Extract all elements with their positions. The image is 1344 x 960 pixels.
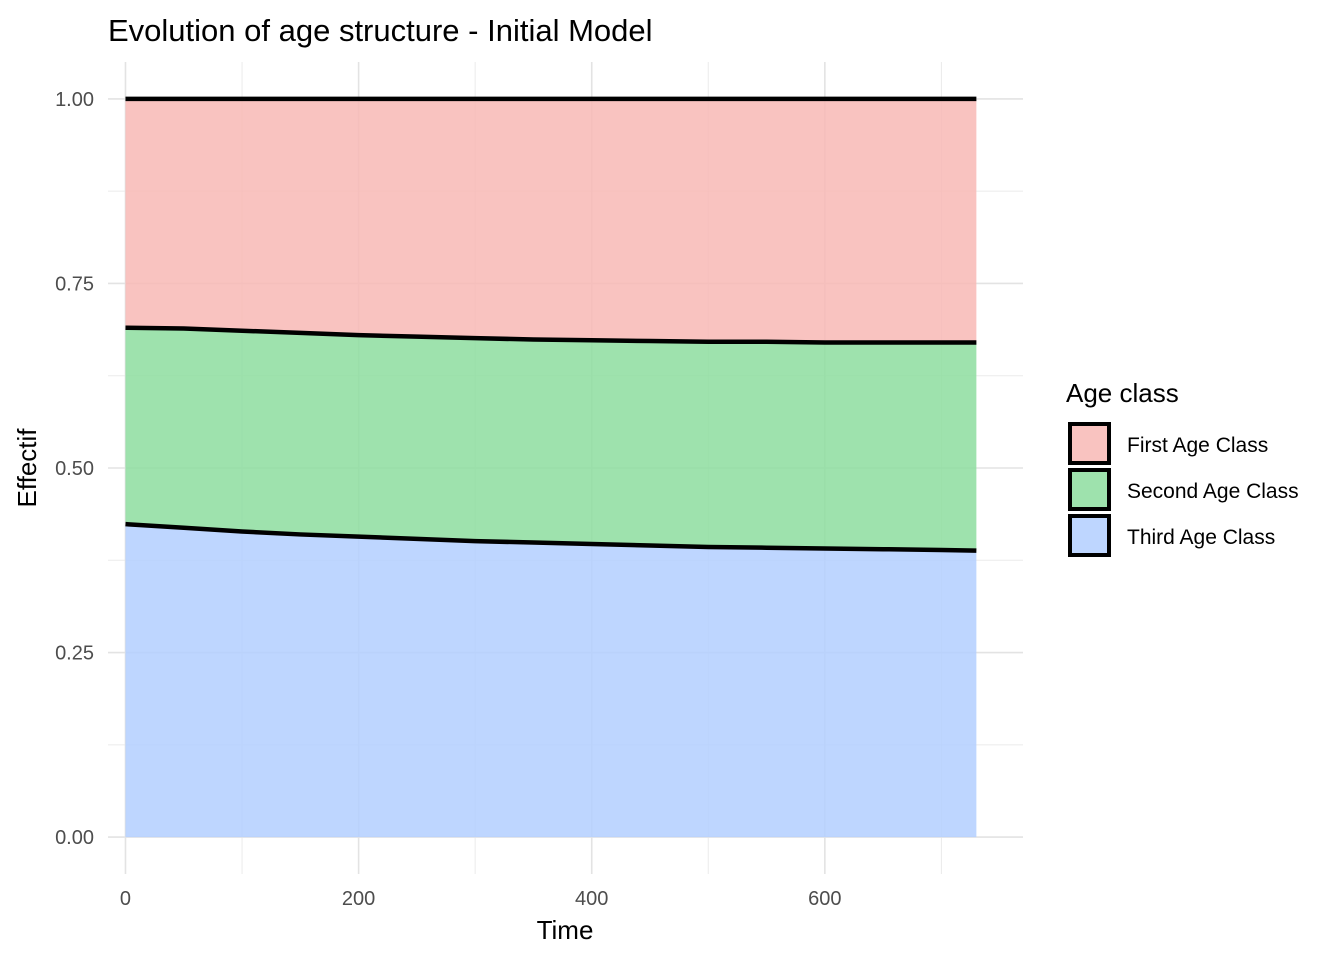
area-first-age-class: [125, 98, 977, 343]
y-tick-label-3: 0.75: [55, 273, 94, 295]
area-second-age-class: [125, 327, 977, 551]
chart-title: Evolution of age structure - Initial Mod…: [108, 13, 653, 48]
y-tick-label-0: 0.00: [55, 827, 94, 849]
legend-label-third-age-class: Third Age Class: [1127, 526, 1275, 549]
y-axis-title: Effectif: [12, 428, 42, 508]
legend-items: First Age Class Second Age Class Third Age…: [1068, 422, 1299, 557]
plot-area: [108, 62, 1023, 874]
x-tick-label-2: 400: [575, 888, 608, 910]
legend-swatch-third-age-class: [1068, 514, 1111, 557]
boundary-line-second-age-class: [125, 325, 977, 345]
y-tick-label-2: 0.50: [55, 458, 94, 480]
legend-item-first-age-class: First Age Class: [1068, 422, 1268, 465]
y-tick-label-4: 1.00: [55, 89, 94, 111]
legend-swatch-first-age-class: [1068, 422, 1111, 465]
legend-item-second-age-class: Second Age Class: [1068, 468, 1299, 511]
x-tick-label-0: 0: [120, 888, 131, 910]
legend: Age class First Age Class Second Age Clas…: [1066, 378, 1299, 557]
area-third-age-class: [125, 524, 977, 838]
x-tick-label-1: 200: [342, 888, 375, 910]
legend-item-third-age-class: Third Age Class: [1068, 514, 1275, 557]
x-tick-label-3: 600: [808, 888, 841, 910]
axes: 0 200 400 600 0.00 0.25 0.50 0.75 1.00: [55, 89, 841, 910]
x-axis-title: Time: [537, 915, 594, 945]
legend-title: Age class: [1066, 378, 1179, 408]
legend-label-second-age-class: Second Age Class: [1127, 480, 1299, 503]
y-tick-label-1: 0.25: [55, 643, 94, 665]
legend-label-first-age-class: First Age Class: [1127, 434, 1268, 457]
legend-swatch-second-age-class: [1068, 468, 1111, 511]
boundary-line-third-age-class: [125, 521, 977, 553]
